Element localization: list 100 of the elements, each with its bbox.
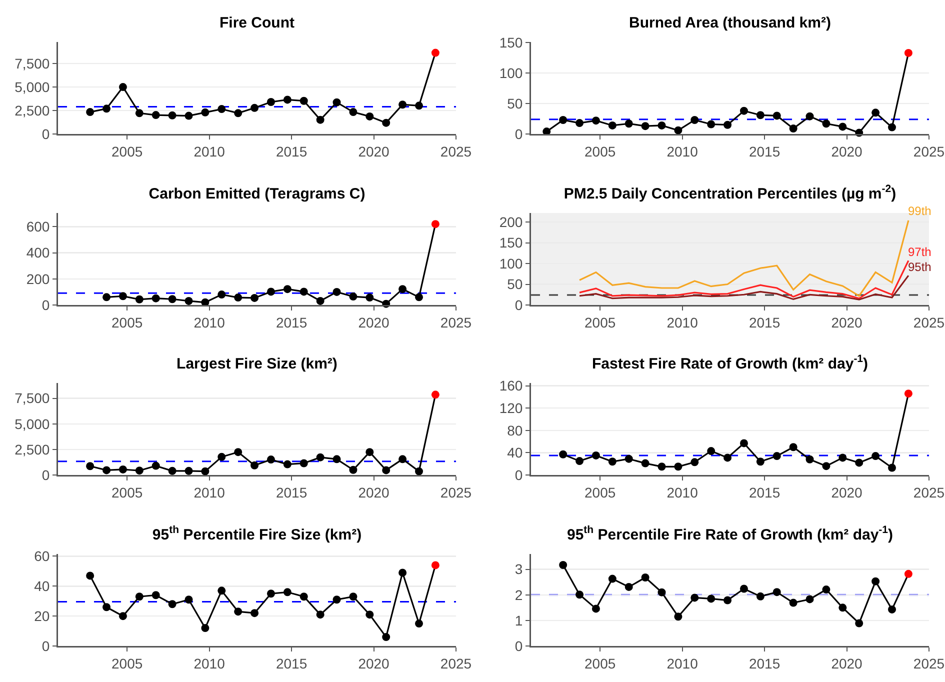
y-tick-label: 7,500 [14,55,50,72]
x-tick-label: 2015 [748,314,780,330]
line-series [578,259,910,299]
point [838,454,847,462]
x-tick-label: 2015 [276,143,308,160]
point [806,594,814,603]
point [266,287,275,296]
chart-title: 95$^{th}$ Percentile Fire Rate of Growth (km² day$^{-1}$) [566,524,894,543]
point [349,292,358,300]
point [316,116,324,124]
point [592,451,600,460]
point [102,466,111,474]
series-label: 99th [908,204,932,218]
y-tick-label: 150 [499,234,523,250]
y-tick-label: 0 [42,126,50,142]
point [349,466,358,474]
point [789,443,798,452]
x-tick-label: 2010 [194,314,226,330]
x-tick-label: 2020 [358,654,390,671]
point [904,390,912,398]
y-tick-label: 0 [514,466,523,483]
chart-title: Fire Count [220,14,294,32]
point [218,105,226,114]
point [102,104,111,113]
point [707,120,716,128]
x-tick-label: 2010 [194,143,226,160]
point [641,459,650,468]
x-tick-label: 2005 [111,484,143,500]
point [300,96,308,105]
point [152,590,160,599]
y-tick-label: 150 [499,34,523,51]
point [707,447,716,456]
y-tick-label: 7,500 [14,390,50,406]
y-tick-label: 50 [507,276,523,292]
x-tick-label: 2025 [913,143,945,160]
y-tick-label: 0 [42,637,50,654]
x-tick-label: 2020 [831,143,863,160]
x-tick-label: 2005 [584,654,616,671]
point [349,592,358,600]
y-tick-label: 40 [34,578,50,594]
point [135,294,144,303]
point [332,98,341,106]
x-tick-label: 2025 [440,654,472,671]
point [201,624,210,632]
point [382,118,390,127]
y-tick-label: 2 [514,586,523,602]
chart-title: Fastest Fire Rate of Growth (km² day$^{-1}$) [592,353,868,372]
y-tick-label: 2,500 [14,102,50,118]
point [872,452,880,460]
point [266,456,275,464]
point [592,604,600,612]
point [201,467,210,476]
point [366,610,374,618]
point [674,462,682,471]
point [250,461,259,470]
point [415,292,423,301]
point [266,589,275,598]
point [201,108,210,116]
point [641,122,650,130]
point [250,104,259,112]
y-tick-label: 120 [499,400,523,416]
point [690,116,699,124]
point [168,111,176,120]
point [838,603,847,612]
chart-title: PM2.5 Daily Concentration Percentiles (µg m$^{-2}$) [564,182,896,202]
x-tick-label: 2015 [276,314,308,330]
point [772,452,781,460]
point [904,569,912,578]
point [398,284,407,293]
x-tick-label: 2005 [111,143,143,160]
y-tick-label: 400 [26,244,50,260]
point [86,462,94,470]
x-tick-label: 2020 [831,654,863,671]
point [740,106,748,115]
y-tick-label: 160 [499,378,523,394]
point [300,592,308,600]
y-tick-label: 5,000 [14,416,50,432]
point [398,100,407,109]
point [234,448,242,456]
y-tick-label: 0 [42,466,50,483]
point [772,112,781,120]
point [366,448,374,456]
point [724,454,732,462]
x-tick-label: 2025 [440,314,472,330]
x-tick-label: 2010 [666,143,698,160]
point [872,576,880,585]
x-tick-label: 2010 [194,654,226,671]
point [415,102,423,110]
series-label: 97th [908,244,932,258]
point [234,293,242,302]
point [431,560,440,569]
x-tick-label: 2025 [913,314,945,330]
point [218,290,226,298]
point [300,459,308,468]
series-label: 95th [908,260,932,274]
point [102,602,111,611]
point [184,466,193,475]
point [349,108,358,116]
x-tick-label: 2020 [358,143,390,160]
x-tick-label: 2020 [831,314,863,330]
